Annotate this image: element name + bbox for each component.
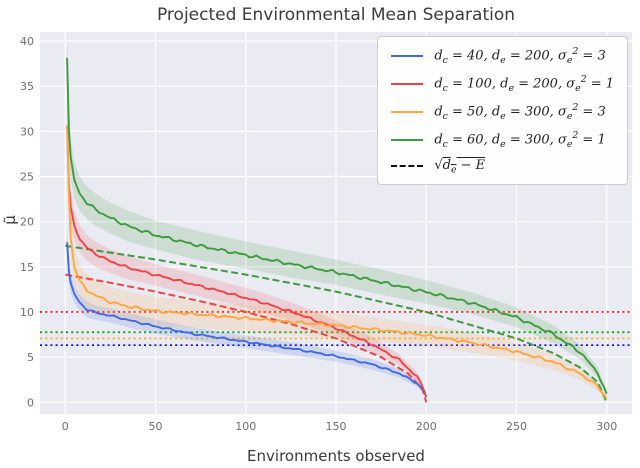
x-tick-label: 250 bbox=[506, 420, 527, 433]
reference-line-sqrt-de200-minus-E bbox=[65, 273, 428, 403]
x-axis-label: Environments observed bbox=[247, 447, 425, 465]
legend-item-sqrt-de-minus-E: √de − E bbox=[391, 157, 614, 176]
y-tick-label: 5 bbox=[27, 351, 34, 364]
y-tick-label: 30 bbox=[20, 125, 34, 138]
legend-item-dc40-de200-s3: dc = 40, de = 200, σe2 = 3 bbox=[391, 46, 614, 66]
x-tick-label: 300 bbox=[596, 420, 617, 433]
legend-label: dc = 40, de = 200, σe2 = 3 bbox=[434, 46, 606, 66]
series-line-dc40-de200-s3 bbox=[66, 242, 428, 398]
legend-line-sample bbox=[391, 54, 424, 57]
y-tick-label: 15 bbox=[20, 261, 34, 274]
chart-title: Projected Environmental Mean Separation bbox=[156, 5, 516, 25]
y-tick-label: 20 bbox=[20, 216, 34, 229]
legend-label: √de − E bbox=[434, 157, 486, 176]
legend-label: dc = 60, de = 300, σe2 = 1 bbox=[434, 129, 606, 150]
legend-line-sample bbox=[391, 110, 424, 113]
y-tick-label: 40 bbox=[20, 35, 34, 48]
reference-line-sqrt-de300-minus-E bbox=[65, 244, 608, 403]
x-tick-label: 150 bbox=[326, 420, 347, 433]
legend-label: dc = 100, de = 200, σe2 = 1 bbox=[434, 73, 614, 94]
series-line-dc60-de300-s1 bbox=[66, 57, 608, 395]
legend-item-dc60-de300-s1: dc = 60, de = 300, σe2 = 1 bbox=[391, 130, 614, 150]
series-band-dc100-de200-s1 bbox=[67, 104, 427, 398]
series-band-dc50-de300-s3 bbox=[67, 97, 607, 401]
x-tick-label: 50 bbox=[149, 420, 163, 433]
legend-line-sample bbox=[391, 138, 424, 141]
x-tick-label: 100 bbox=[235, 420, 256, 433]
y-tick-label: 10 bbox=[20, 306, 34, 319]
y-tick-label: 25 bbox=[20, 170, 34, 183]
y-tick-label: 0 bbox=[27, 396, 34, 409]
legend-line-sample bbox=[391, 165, 424, 168]
legend: dc = 40, de = 200, σe2 = 3 dc = 100, de =… bbox=[377, 36, 628, 186]
series-line-dc100-de200-s1 bbox=[66, 125, 428, 398]
legend-label: dc = 50, de = 300, σe2 = 3 bbox=[434, 101, 606, 122]
series-band-dc60-de300-s1 bbox=[67, 32, 607, 398]
x-tick-label: 0 bbox=[62, 420, 69, 433]
y-tick-label: 35 bbox=[20, 80, 34, 93]
y-axis-label-wrap: μ̃ bbox=[0, 0, 20, 440]
legend-line-sample bbox=[391, 82, 424, 85]
legend-item-dc50-de300-s3: dc = 50, de = 300, σe2 = 3 bbox=[391, 102, 614, 122]
legend-item-dc100-de200-s1: dc = 100, de = 200, σe2 = 1 bbox=[391, 74, 614, 94]
series-line-dc50-de300-s3 bbox=[66, 125, 608, 400]
x-tick-label: 200 bbox=[416, 420, 437, 433]
y-axis-label: μ̃ bbox=[0, 215, 19, 225]
